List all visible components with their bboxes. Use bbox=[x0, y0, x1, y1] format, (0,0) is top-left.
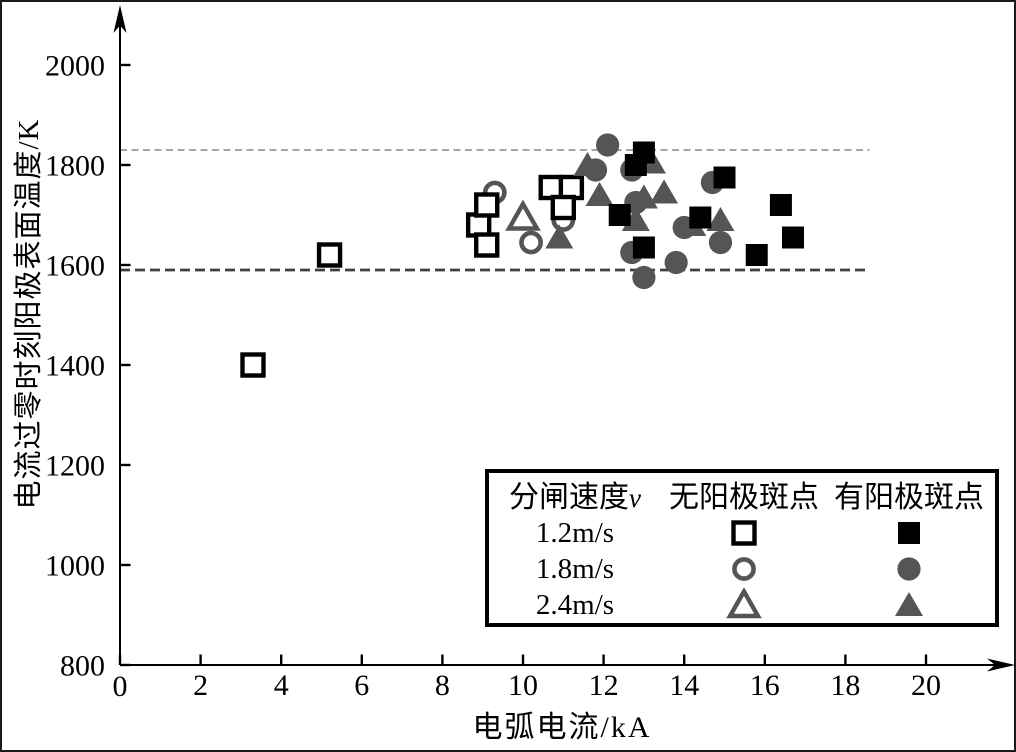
x-tick-label: 10 bbox=[508, 669, 538, 702]
y-tick-label: 1600 bbox=[45, 250, 105, 283]
data-point bbox=[632, 236, 655, 259]
legend-header-speed-variable: v bbox=[629, 483, 641, 513]
legend-header-no-spot: 无阳极斑点 bbox=[669, 481, 819, 514]
data-point bbox=[505, 199, 541, 231]
reference-lines bbox=[120, 149, 870, 272]
x-axis: 0 2 4 6 8 10 12 14 16 18 20 bbox=[113, 654, 1014, 703]
legend-header-speed-text: 分闸速度 bbox=[509, 481, 629, 514]
y-tick-label: 1200 bbox=[45, 450, 105, 483]
data-point bbox=[545, 224, 574, 249]
data-point bbox=[745, 244, 768, 266]
data-point bbox=[573, 152, 602, 176]
legend: 分闸速度v 无阳极斑点 有阳极斑点 1.2m/s 1.8m/s 2.4m/s bbox=[485, 469, 999, 627]
data-point bbox=[585, 182, 614, 206]
data-point bbox=[708, 230, 733, 255]
data-point bbox=[608, 204, 631, 226]
open-circle-icon bbox=[726, 552, 762, 586]
y-tick-label: 1000 bbox=[45, 550, 105, 583]
y-tick-label: 800 bbox=[60, 650, 105, 683]
y-axis-arrow-icon bbox=[113, 5, 127, 33]
data-point bbox=[689, 206, 712, 229]
data-point bbox=[632, 265, 656, 290]
data-point bbox=[706, 207, 735, 231]
x-tick-label: 0 bbox=[113, 670, 128, 703]
x-tick-label: 12 bbox=[589, 669, 619, 702]
data-point bbox=[782, 226, 805, 249]
data-point bbox=[316, 242, 343, 268]
data-point bbox=[519, 230, 543, 255]
open-square-icon bbox=[726, 516, 762, 550]
legend-row-speed-1: 1.2m/s bbox=[535, 516, 615, 549]
data-point bbox=[596, 133, 620, 157]
legend-header-speed: 分闸速度v bbox=[509, 472, 641, 516]
data-point bbox=[897, 557, 921, 581]
filled-triangle-icon bbox=[891, 588, 927, 622]
data-point bbox=[769, 194, 792, 216]
x-tick-label: 8 bbox=[435, 669, 450, 702]
data-point bbox=[732, 557, 756, 581]
data-point bbox=[895, 592, 923, 616]
data-point bbox=[624, 154, 647, 176]
legend-row-speed-3: 2.4m/s bbox=[535, 588, 615, 621]
x-tick-label: 2 bbox=[193, 669, 208, 702]
y-tick-label: 2000 bbox=[45, 50, 105, 83]
data-point bbox=[550, 194, 576, 221]
y-tick-label: 1800 bbox=[45, 150, 105, 183]
series-solid-square bbox=[608, 141, 805, 266]
series-open-triangle bbox=[505, 199, 541, 231]
data-point bbox=[731, 520, 757, 546]
x-tick-label: 6 bbox=[354, 669, 369, 702]
x-tick-label: 16 bbox=[750, 669, 780, 702]
x-axis-arrow-icon bbox=[987, 658, 1014, 672]
legend-row-speed-2: 1.8m/s bbox=[535, 552, 615, 585]
data-point bbox=[474, 192, 500, 218]
data-point bbox=[898, 522, 920, 544]
y-axis-title: 电流过零时刻阳极表面温度/K bbox=[13, 118, 45, 510]
filled-circle-icon bbox=[891, 552, 927, 586]
open-triangle-icon bbox=[726, 588, 762, 622]
data-point bbox=[713, 166, 736, 189]
x-tick-label: 20 bbox=[911, 669, 941, 702]
x-axis-title: 电弧电流/kA bbox=[472, 711, 652, 744]
data-point bbox=[474, 232, 500, 258]
y-tick-label: 1400 bbox=[45, 350, 105, 383]
data-point bbox=[664, 250, 688, 275]
data-point bbox=[240, 352, 266, 378]
x-tick-label: 4 bbox=[274, 669, 289, 702]
data-point bbox=[726, 588, 762, 619]
filled-square-icon bbox=[891, 516, 927, 550]
legend-header-with-spot: 有阳极斑点 bbox=[834, 481, 984, 514]
y-axis: 800 1000 1200 1400 1600 1800 2000 bbox=[45, 5, 131, 683]
x-tick-label: 18 bbox=[830, 669, 860, 702]
data-point bbox=[650, 179, 679, 204]
series-open-square bbox=[240, 174, 585, 378]
x-tick-label: 14 bbox=[669, 669, 699, 702]
